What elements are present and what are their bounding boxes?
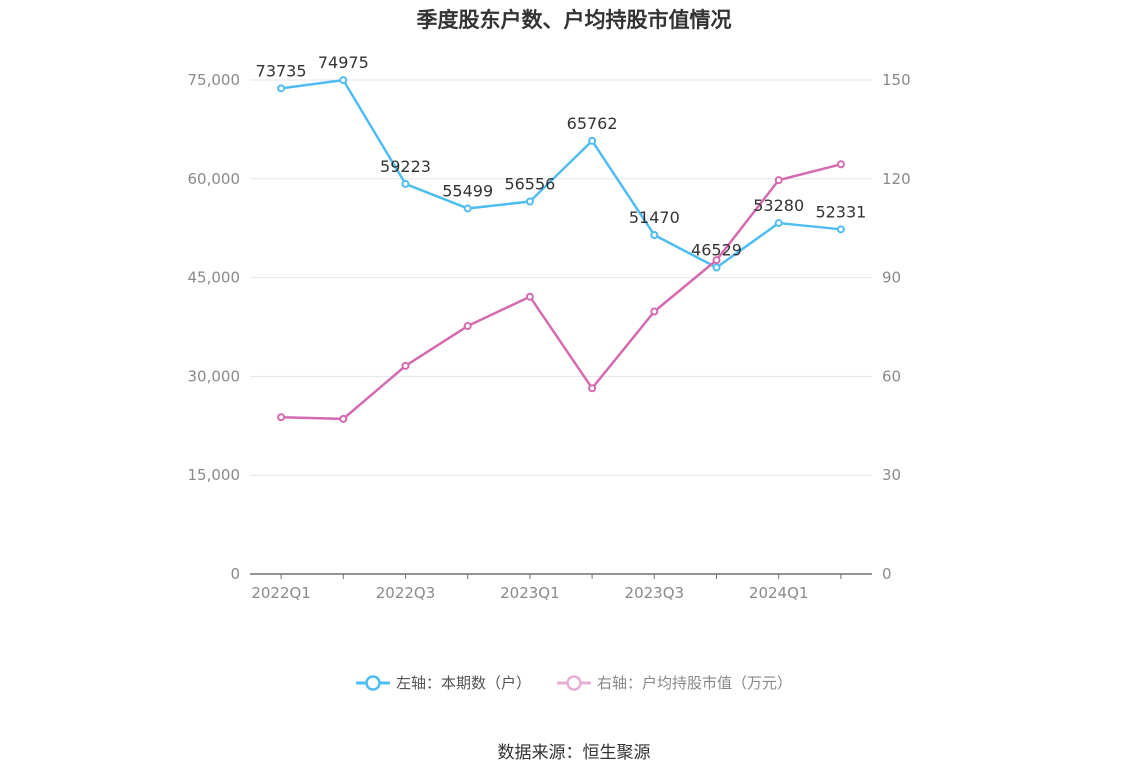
y-tick-label-left: 60,000 [188,170,241,188]
chart-title: 季度股东户数、户均持股市值情况 [416,8,732,32]
data-point-right [339,414,348,423]
y-tick-label-left: 15,000 [188,466,241,484]
series-lines [280,78,842,421]
data-point-left [525,197,534,206]
y-tick-label-left: 75,000 [188,71,241,89]
y-tick-label-left: 30,000 [188,367,241,385]
data-label: 52331 [815,202,866,221]
data-label: 65762 [567,114,618,133]
data-point-left [774,219,783,228]
data-point-right [836,160,845,169]
data-label: 55499 [442,181,493,200]
data-labels: 73735 74975 59223 55499 56556 65762 51470 46529… [256,53,867,259]
data-label: 59223 [380,157,431,176]
series-line-right [281,163,842,421]
grid-lines [250,79,872,476]
x-tick-label: 2023Q1 [500,584,560,602]
data-label: 53280 [753,196,804,215]
data-source: 数据来源：恒生聚源 [497,743,651,763]
data-label: 56556 [504,174,555,193]
data-point-left [277,84,286,93]
legend-label-right-series: 右轴：户均持股市值（万元） [597,674,793,692]
data-point-right [712,256,721,265]
series-points [277,76,845,423]
data-point-right [650,307,659,316]
data-point-left [463,204,472,213]
data-point-right [588,384,597,393]
data-point-right [277,413,286,422]
data-point-left [401,179,410,188]
data-point-left [588,136,597,145]
y-tick-label-right: 60 [882,367,901,385]
y-tick-label-right: 90 [882,269,901,287]
legend-item-left-series[interactable]: 左轴：本期数（户） [355,672,531,693]
legend-label-left-series: 左轴：本期数（户） [395,674,531,692]
x-tick-label: 2022Q1 [251,584,311,602]
y-tick-label-right: 30 [882,466,901,484]
x-tick-label: 2022Q3 [376,584,436,602]
y-tick-label-left: 0 [230,565,240,583]
data-point-right [463,322,472,331]
y-tick-label-right: 150 [882,71,911,89]
data-label: 74975 [318,53,369,72]
data-label: 73735 [256,61,307,80]
data-point-right [774,176,783,185]
legend-circle-pink-icon [557,674,591,691]
data-point-left [712,263,721,272]
data-point-left [650,230,659,239]
data-label: 51470 [629,208,680,227]
data-point-right [401,361,410,370]
legend-circle-blue-icon [355,674,390,691]
y-tick-label-right: 0 [882,565,892,583]
axes: 0 0 15,000 30 30,000 60 45,000 90 60,000 120 75,00… [188,71,911,602]
y-tick-label-right: 120 [882,170,911,188]
legend: 左轴：本期数（户） 右轴：户均持股市值（万元） [0,672,1148,693]
x-tick-label: 2023Q3 [625,584,685,602]
legend-item-right-series[interactable]: 右轴：户均持股市值（万元） [557,672,792,693]
x-tick-label: 2024Q1 [749,584,809,602]
data-point-right [525,292,534,301]
y-tick-label-left: 45,000 [188,269,241,287]
data-point-left [339,76,348,85]
data-label: 46529 [691,241,742,260]
data-point-left [836,225,845,234]
series-line-left [280,78,842,269]
